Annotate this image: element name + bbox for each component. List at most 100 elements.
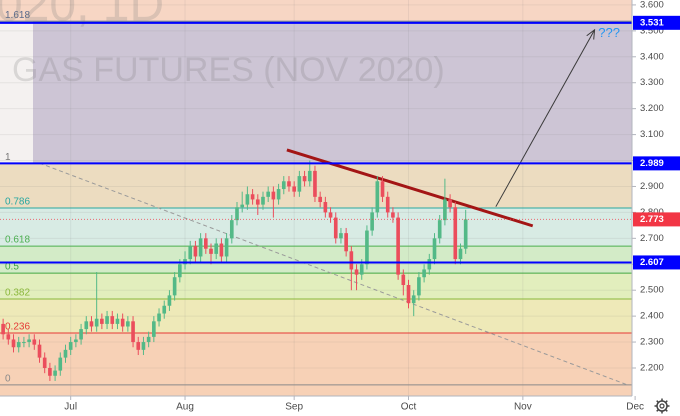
y-tick-label: 2.900 (640, 181, 664, 192)
price-label-box (633, 156, 680, 171)
candle-body (188, 246, 193, 260)
candle-body (245, 194, 250, 205)
candle-body (219, 243, 224, 257)
annotation-text: ??? (598, 25, 620, 40)
y-tick-label: 2.400 (640, 311, 664, 322)
candle-body (349, 251, 354, 270)
x-tick-label: Nov (514, 402, 532, 413)
price-label-box (633, 212, 680, 227)
candle-body (448, 199, 452, 208)
candle-body (63, 349, 68, 358)
candle-body (53, 370, 57, 376)
candle-body (281, 181, 286, 190)
candle-body (287, 181, 291, 187)
candle-body (417, 277, 421, 296)
fib-label: 0.786 (5, 197, 30, 208)
candle-body (323, 202, 328, 213)
candle-body (235, 207, 239, 221)
candle-body (162, 305, 167, 314)
candle-body (193, 246, 198, 257)
candle-body (240, 204, 245, 208)
candle-body (68, 342, 73, 350)
time-axis-background (0, 396, 632, 416)
price-label: 3.531 (640, 17, 664, 28)
candle-body (32, 339, 37, 345)
candle-body (302, 176, 307, 182)
candle-body (79, 329, 83, 340)
candle-body (89, 321, 94, 327)
candle-body (255, 199, 260, 205)
price-label-box (633, 255, 680, 270)
candle-body (172, 277, 177, 296)
candle-body (167, 295, 172, 306)
price-label: 2.989 (640, 158, 664, 169)
candle-body (229, 220, 234, 239)
candle-body (37, 344, 42, 358)
x-tick-label: Oct (401, 402, 417, 413)
candle-body (261, 196, 265, 205)
candle-body (6, 334, 11, 340)
candle-body (339, 233, 343, 239)
candle-body (105, 316, 109, 324)
candle-body (11, 339, 16, 348)
candle-body (354, 269, 359, 275)
fib-label: 0.5 (5, 262, 19, 273)
candle-body (42, 357, 47, 368)
y-tick-label: 2.300 (640, 337, 664, 348)
candle-body (458, 248, 463, 260)
candle-body (365, 230, 369, 265)
price-label: 2.773 (640, 214, 664, 225)
settings-icon[interactable] (654, 398, 670, 414)
fib-label: 1 (5, 152, 11, 163)
candle-body (391, 212, 395, 218)
candle-body (370, 212, 374, 231)
candle-body (396, 217, 400, 275)
candle-body (359, 264, 364, 275)
watermark-text: 020, 1D (0, 0, 164, 32)
candle-body (22, 342, 26, 344)
candle-body (141, 342, 146, 350)
candle-body (136, 342, 141, 350)
candle-body (307, 170, 312, 182)
candle-body (58, 357, 63, 371)
candle-body (297, 176, 302, 192)
candle-body (333, 217, 338, 239)
x-tick-label: Dec (626, 402, 644, 413)
candle-body (266, 191, 271, 197)
candle-body (203, 238, 208, 249)
candle-body (318, 196, 322, 203)
fib-band (0, 207, 632, 247)
y-tick-label: 3.200 (640, 103, 664, 114)
candle-body (198, 238, 203, 257)
candle-body (406, 285, 411, 304)
fib-band (0, 273, 632, 300)
price-label: 2.607 (640, 257, 664, 268)
candle-body (16, 342, 21, 348)
fib-label: 0.236 (5, 322, 30, 333)
candle-body (313, 170, 317, 197)
fib-band (0, 0, 632, 22)
candle-body (74, 339, 78, 343)
candle-body (157, 313, 161, 322)
candle-body (427, 259, 432, 270)
fib-label: 0 (5, 373, 11, 384)
candle-body (1, 323, 5, 335)
price-axis-background (632, 0, 680, 416)
candle-body (110, 316, 115, 324)
settings-gear-teeth (654, 398, 670, 414)
fib-label: 1.618 (5, 10, 30, 21)
candle-body (422, 269, 426, 278)
candle-body (271, 191, 276, 200)
candle-body (131, 321, 135, 343)
candle-body (453, 207, 458, 260)
candle-body (48, 367, 52, 376)
fib-label: 0.382 (5, 288, 30, 299)
price-label-box (633, 15, 680, 30)
y-tick-label: 3.400 (640, 51, 664, 62)
y-tick-label: 2.500 (640, 285, 664, 296)
fib-band-left-blank (0, 21, 33, 164)
candle-body (437, 220, 442, 239)
candle-body (401, 274, 406, 286)
fib-band (0, 299, 632, 333)
